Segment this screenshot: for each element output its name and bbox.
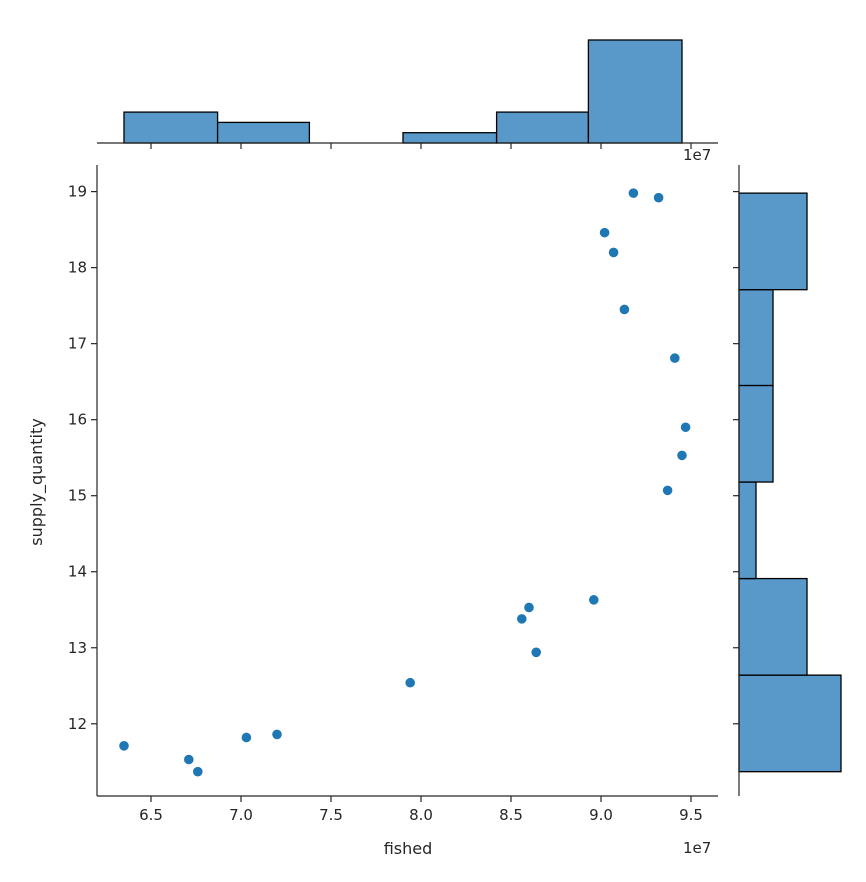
- scatter-point: [607, 246, 620, 259]
- scatter-point: [652, 192, 665, 204]
- scatter-point: [530, 646, 542, 658]
- scatter-point: [183, 753, 195, 766]
- scatter-point: [271, 728, 283, 741]
- y-axis-label: supply_quantity: [27, 418, 47, 545]
- y-tick-label: 16: [68, 411, 87, 429]
- y-tick-label: 12: [68, 715, 87, 733]
- top-hist-bar: [587, 39, 683, 144]
- top-marginal-histogram: [97, 39, 718, 149]
- x-tick-label: 6.5: [139, 806, 163, 824]
- scatter-point: [669, 352, 681, 364]
- x-tick-label: 7.5: [319, 806, 343, 824]
- x-tick-label: 7.0: [229, 806, 253, 824]
- y-tick-label: 15: [68, 487, 87, 505]
- y-tick-label: 17: [68, 335, 87, 353]
- right-hist-bar: [738, 384, 774, 483]
- x-offset-label-bottom: 1e7: [683, 839, 711, 857]
- scatter-points: [118, 187, 692, 778]
- right-hist-bar: [738, 192, 808, 291]
- top-hist-bar: [216, 121, 311, 144]
- y-tick-label: 19: [68, 183, 87, 201]
- scatter-point: [516, 613, 528, 625]
- scatter-point: [627, 187, 640, 199]
- right-hist-bar: [738, 577, 808, 676]
- scatter-point: [661, 484, 674, 496]
- top-hist-bar: [495, 111, 590, 144]
- scatter-point: [404, 677, 416, 689]
- x-tick-label: 9.5: [679, 806, 703, 824]
- right-marginal-histogram: [733, 165, 842, 796]
- top-hist-bar: [402, 132, 498, 144]
- scatter-point: [676, 449, 688, 462]
- right-hist-bar: [738, 674, 842, 773]
- scatter-point: [598, 227, 611, 239]
- y-tick-label: 14: [68, 563, 87, 581]
- scatter-point: [118, 740, 130, 752]
- right-hist-bar: [738, 289, 774, 387]
- x-tick-label: 8.0: [409, 806, 433, 824]
- x-axis-label: fished: [384, 839, 433, 858]
- x-tick-label: 9.0: [589, 806, 613, 824]
- x-offset-label-top: 1e7: [683, 146, 711, 164]
- scatter-point: [192, 766, 204, 778]
- x-tick-label: 8.5: [499, 806, 523, 824]
- scatter-point: [618, 303, 631, 316]
- scatter-point: [523, 601, 535, 614]
- y-tick-label: 13: [68, 639, 87, 657]
- scatter-point: [240, 731, 252, 744]
- y-tick-label: 18: [68, 259, 87, 277]
- right-hist-bar: [738, 481, 757, 580]
- top-hist-bar: [123, 111, 219, 144]
- scatter-point: [679, 421, 692, 433]
- axes: 6.5 7.0 7.5 8.0 8.5 9.0 9.5 12 13 14 15 16 17 18 19: [68, 165, 718, 824]
- scatter-point: [588, 594, 600, 606]
